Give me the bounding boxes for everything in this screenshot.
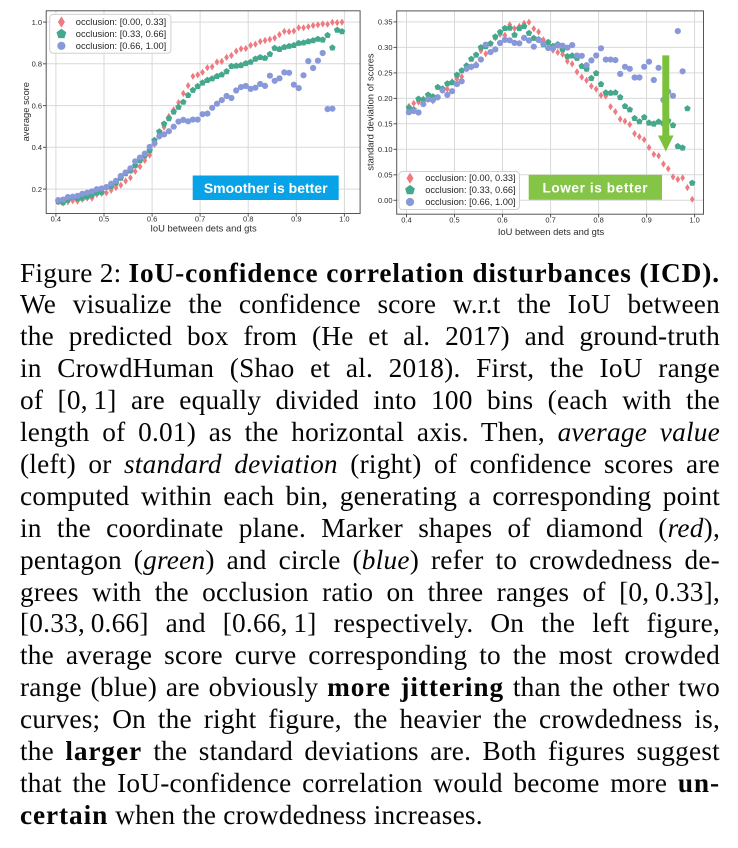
svg-text:occlusion: [0.00, 0.33]: occlusion: [0.00, 0.33] bbox=[76, 17, 166, 27]
svg-text:0.30: 0.30 bbox=[378, 43, 393, 52]
svg-text:0.15: 0.15 bbox=[378, 120, 393, 129]
svg-text:occlusion: [0.66, 1.00]: occlusion: [0.66, 1.00] bbox=[425, 197, 515, 207]
svg-text:0.8: 0.8 bbox=[32, 60, 42, 69]
svg-text:occlusion: [0.00, 0.33]: occlusion: [0.00, 0.33] bbox=[425, 173, 515, 183]
svg-text:0.20: 0.20 bbox=[378, 94, 393, 103]
svg-text:0.5: 0.5 bbox=[99, 214, 109, 223]
svg-text:0.10: 0.10 bbox=[378, 145, 393, 154]
svg-text:0.9: 0.9 bbox=[291, 214, 301, 223]
svg-text:0.4: 0.4 bbox=[401, 215, 411, 224]
svg-text:IoU between dets and gts: IoU between dets and gts bbox=[498, 226, 605, 237]
svg-text:0.6: 0.6 bbox=[32, 101, 42, 110]
svg-text:0.7: 0.7 bbox=[195, 214, 205, 223]
svg-text:0.8: 0.8 bbox=[593, 215, 603, 224]
svg-text:standard deviation of scores: standard deviation of scores bbox=[365, 53, 376, 171]
svg-text:occlusion: [0.33, 0.66]: occlusion: [0.33, 0.66] bbox=[425, 185, 515, 195]
svg-text:1.0: 1.0 bbox=[339, 214, 349, 223]
svg-text:1.0: 1.0 bbox=[689, 215, 699, 224]
svg-text:0.8: 0.8 bbox=[243, 214, 253, 223]
svg-text:0.4: 0.4 bbox=[32, 143, 42, 152]
svg-text:Lower is better: Lower is better bbox=[542, 180, 648, 195]
svg-text:occlusion: [0.33, 0.66]: occlusion: [0.33, 0.66] bbox=[76, 29, 166, 39]
svg-text:0.00: 0.00 bbox=[378, 196, 393, 205]
svg-text:0.7: 0.7 bbox=[545, 215, 555, 224]
svg-text:0.25: 0.25 bbox=[378, 69, 393, 78]
svg-text:occlusion: [0.66, 1.00]: occlusion: [0.66, 1.00] bbox=[76, 41, 166, 51]
svg-text:average score: average score bbox=[20, 82, 31, 141]
svg-text:1.0: 1.0 bbox=[32, 18, 42, 27]
svg-text:0.35: 0.35 bbox=[378, 18, 393, 27]
svg-text:0.9: 0.9 bbox=[641, 215, 651, 224]
svg-text:0.6: 0.6 bbox=[497, 215, 507, 224]
svg-text:0.4: 0.4 bbox=[51, 214, 61, 223]
svg-text:0.5: 0.5 bbox=[449, 215, 459, 224]
svg-text:0.2: 0.2 bbox=[32, 185, 42, 194]
svg-text:Smoother is better: Smoother is better bbox=[204, 180, 328, 196]
svg-text:0.05: 0.05 bbox=[378, 171, 393, 180]
svg-text:0.6: 0.6 bbox=[147, 214, 157, 223]
svg-text:IoU between dets and gts: IoU between dets and gts bbox=[150, 223, 257, 234]
